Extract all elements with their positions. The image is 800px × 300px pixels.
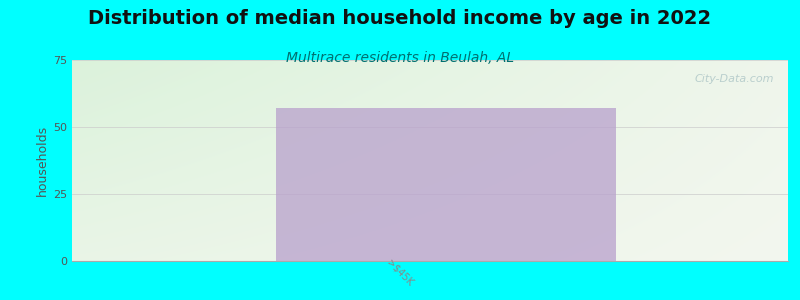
Y-axis label: households: households xyxy=(36,125,49,196)
Text: Multirace residents in Beulah, AL: Multirace residents in Beulah, AL xyxy=(286,51,514,65)
Text: City-Data.com: City-Data.com xyxy=(694,74,774,84)
Text: >$45K: >$45K xyxy=(385,258,415,288)
Bar xyxy=(276,108,616,261)
Text: Distribution of median household income by age in 2022: Distribution of median household income … xyxy=(89,9,711,28)
